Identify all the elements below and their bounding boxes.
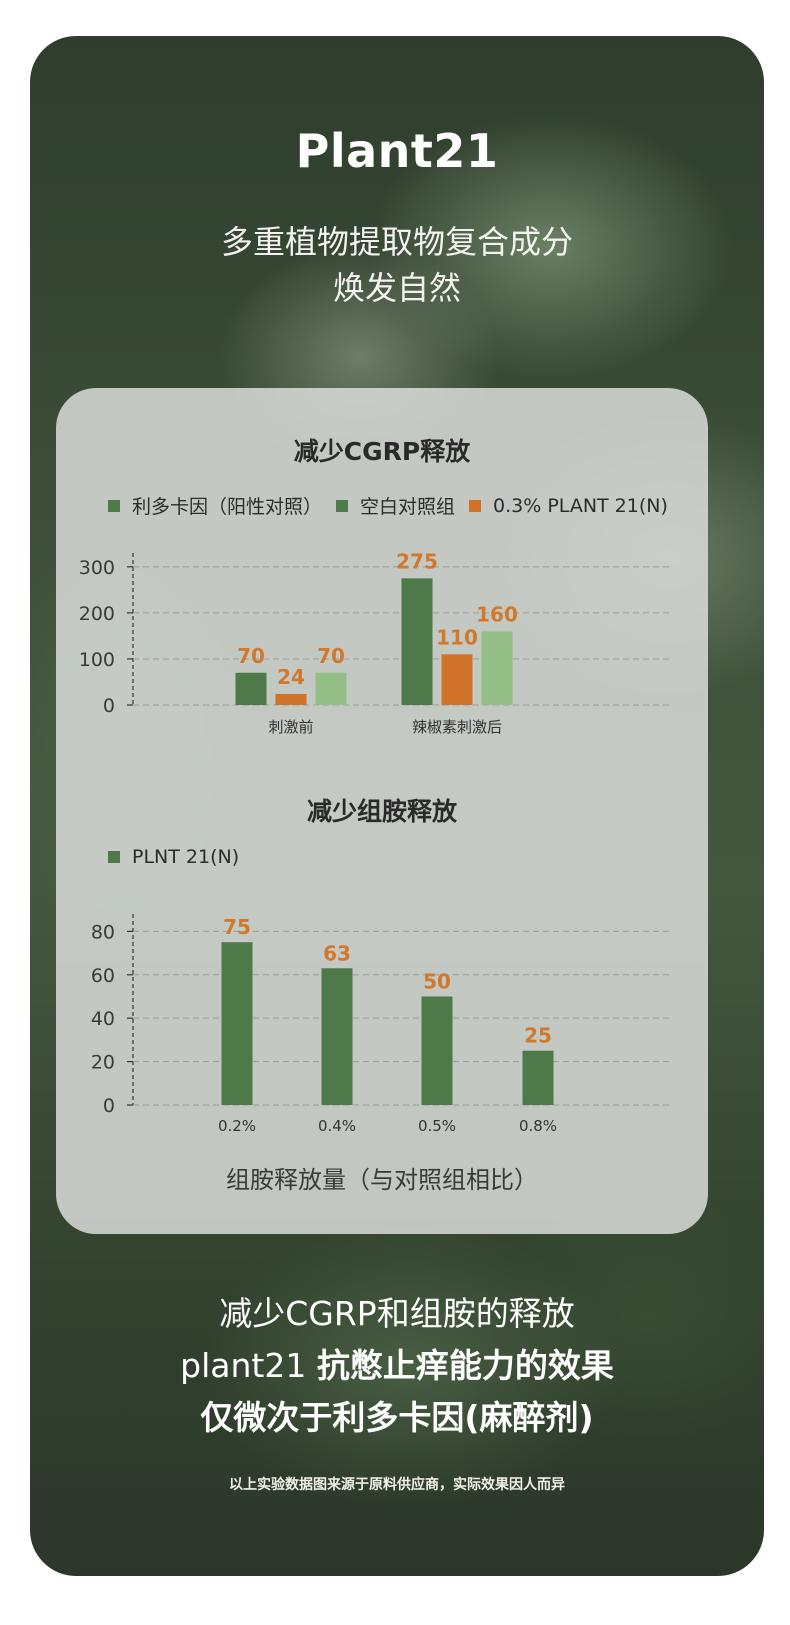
legend-item-lidocaine: 利多卡因（阳性对照）	[108, 492, 322, 519]
data-label: 24	[277, 665, 305, 689]
data-label: 25	[524, 1024, 552, 1048]
conclusion-line-2: plant21 抗憋止痒能力的效果	[30, 1340, 764, 1392]
data-label: 110	[436, 625, 478, 649]
y-tick-label: 60	[91, 965, 115, 987]
y-tick-label: 40	[91, 1008, 115, 1030]
data-label: 275	[396, 549, 438, 573]
y-tick-label: 200	[79, 603, 115, 625]
y-tick-label: 0	[103, 1095, 115, 1117]
y-tick-label: 80	[91, 921, 115, 943]
legend-item-plant21: 0.3% PLANT 21(N)	[469, 495, 668, 517]
y-tick-label: 300	[79, 557, 115, 579]
y-tick-label: 0	[103, 695, 115, 717]
subtitle-line-1: 多重植物提取物复合成分	[220, 223, 573, 261]
x-category-label: 0.8%	[519, 1117, 557, 1135]
histamine-bar-chart: 0 20 40 60 80 75 0.2% 63 0.4% 50 0.5% 25 0.8%	[91, 914, 670, 1135]
conclusion-line-1: 减少CGRP和组胺的释放	[219, 1294, 575, 1333]
bar	[221, 942, 253, 1105]
bar	[235, 672, 267, 705]
data-label: 63	[323, 941, 351, 965]
bar	[321, 968, 353, 1105]
legend-swatch	[336, 499, 349, 512]
subtitle-line-2: 焕发自然	[332, 269, 461, 307]
legend-label: 空白对照组	[360, 496, 456, 518]
cgrp-legend: 利多卡因（阳性对照） 空白对照组 0.3% PLANT 21(N)	[108, 492, 668, 519]
bar	[522, 1050, 554, 1105]
histamine-xlabel: 组胺释放量（与对照组相比）	[226, 1166, 538, 1194]
bar	[481, 631, 513, 705]
legend-item-blank-control: 空白对照组	[336, 492, 455, 519]
data-label: 70	[317, 644, 345, 668]
conclusion-line-3: 仅微次于利多卡因(麻醉剂)	[200, 1398, 594, 1437]
disclaimer-text: 以上实验数据图来源于原料供应商，实际效果因人而异	[229, 1477, 565, 1493]
bar	[441, 654, 473, 705]
bar	[401, 578, 433, 705]
x-category-label: 辣椒素刺激后	[412, 718, 502, 736]
data-label: 50	[423, 969, 451, 993]
data-label: 75	[223, 915, 251, 939]
bar	[315, 672, 347, 705]
bar	[421, 996, 453, 1105]
histamine-chart-title: 减少组胺释放	[306, 797, 457, 826]
legend-swatch	[108, 499, 120, 512]
bar	[275, 693, 307, 705]
data-label: 70	[237, 644, 265, 668]
data-label: 160	[476, 602, 518, 626]
y-tick-label: 20	[91, 1052, 115, 1074]
poster-card: Plant21 多重植物提取物复合成分 焕发自然 减少CGRP释放 利多卡因（阳…	[30, 36, 764, 1576]
cgrp-chart-title: 减少CGRP释放	[293, 437, 471, 466]
legend-swatch	[108, 851, 120, 863]
legend-label: 利多卡因（阳性对照）	[132, 496, 323, 518]
conclusion-emphasis: 抗憋止痒能力的效果	[316, 1346, 614, 1385]
chart-panel: 减少CGRP释放 利多卡因（阳性对照） 空白对照组 0.3% PLANT 21(…	[56, 388, 708, 1234]
x-category-label: 0.2%	[218, 1117, 256, 1135]
page-title: Plant21	[295, 124, 499, 178]
legend-label: 0.3% PLANT 21(N)	[493, 494, 668, 517]
conclusion-prefix: plant21	[180, 1346, 317, 1385]
legend-label: PLNT 21(N)	[132, 846, 240, 868]
legend-item-plnt21: PLNT 21(N)	[108, 846, 239, 868]
legend-swatch	[469, 499, 482, 512]
y-tick-label: 100	[79, 649, 115, 671]
x-category-label: 0.4%	[318, 1117, 356, 1135]
x-category-label: 0.5%	[418, 1117, 456, 1135]
x-category-label: 刺激前	[268, 718, 313, 736]
histamine-legend: PLNT 21(N)	[108, 846, 253, 868]
